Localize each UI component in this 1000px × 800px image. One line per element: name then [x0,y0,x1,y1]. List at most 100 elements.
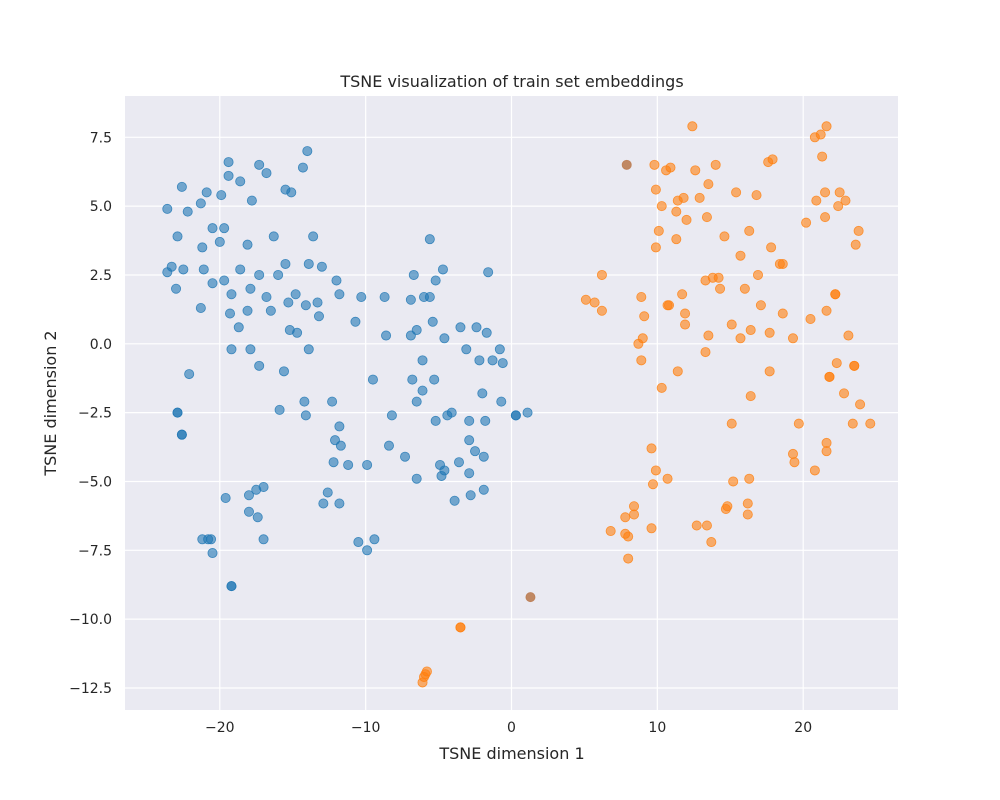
data-point-cluster-blue [171,283,182,294]
data-point-cluster-blue [322,487,333,498]
data-point-cluster-orange [824,371,835,382]
data-point-cluster-blue [424,234,435,245]
data-point-cluster-blue [184,369,195,380]
data-point-cluster-orange [589,297,600,308]
data-point-cluster-orange [774,258,785,269]
data-point-cluster-orange [751,190,762,201]
data-point-cluster-blue [258,534,269,545]
data-point-cluster-blue [162,203,173,214]
data-point-cluster-blue [226,289,237,300]
y-tick-label: −12.5 [69,681,112,697]
data-point-cluster-blue [461,344,472,355]
data-point-cluster-orange [694,192,705,203]
data-point-cluster-orange [649,159,660,170]
y-axis-label: TSNE dimension 2 [41,330,60,476]
data-point-cluster-blue [464,415,475,426]
data-point-cluster-orange [865,418,876,429]
data-point-cluster-blue [470,446,481,457]
data-point-cluster-orange [706,537,717,548]
data-point-cluster-blue [367,374,378,385]
data-point-cluster-blue [243,506,254,517]
data-point-cluster-orange [650,184,661,195]
data-point-cluster-orange [745,391,756,402]
data-point-cluster-blue [312,297,323,308]
data-point-cluster-blue [429,374,440,385]
data-point-cluster-blue [216,190,227,201]
data-point-cluster-orange [766,242,777,253]
data-point-cluster-orange [703,179,714,190]
data-point-cluster-orange [701,520,712,531]
data-point-cluster-orange [656,201,667,212]
data-point-cluster-orange [719,231,730,242]
data-point-cluster-orange [703,330,714,341]
data-point-cluster-blue [290,289,301,300]
data-point-cluster-blue [302,146,313,157]
data-point-cluster-blue [207,548,218,559]
data-point-cluster-blue [362,545,373,556]
data-point-cluster-orange [744,473,755,484]
data-point-cluster-blue [478,451,489,462]
data-point-cluster-blue [242,305,253,316]
data-point-cluster-orange [687,121,698,132]
data-point-cluster-orange [639,311,650,322]
data-point-cluster-blue [198,264,209,275]
data-point-cluster-orange [650,242,661,253]
y-tick-label: 5.0 [90,199,112,215]
data-point-cluster-blue [464,435,475,446]
data-point-cluster-orange [636,291,647,302]
data-point-cluster-blue [299,396,310,407]
data-point-cluster-orange [789,457,800,468]
data-point-cluster-orange [700,347,711,358]
data-point-cluster-blue [331,275,342,286]
data-point-cluster-blue [430,275,441,286]
data-point-cluster-orange [742,498,753,509]
data-point-cluster-blue [449,495,460,506]
data-point-cluster-orange [735,250,746,261]
data-point-cluster-orange [787,333,798,344]
data-point-cluster-blue [356,291,367,302]
data-point-cluster-blue [254,360,265,371]
data-point-cluster-blue [207,223,218,234]
data-point-cluster-blue [273,269,284,280]
data-point-cluster-blue [494,344,505,355]
data-point-cluster-orange [715,283,726,294]
data-point-cluster-orange [820,187,831,198]
x-tick-label: −20 [205,720,235,736]
data-point-cluster-blue [400,451,411,462]
data-point-cluster-blue [300,300,311,311]
data-point-cluster-blue [219,275,230,286]
data-point-cluster-blue [178,264,189,275]
data-point-cluster-blue [327,396,338,407]
data-point-cluster-orange [636,355,647,366]
data-point-cluster-blue [334,498,345,509]
data-point-cluster-blue [286,187,297,198]
data-point-cluster-blue [477,388,488,399]
x-tick-label: 20 [794,720,812,736]
data-point-cluster-orange [840,195,851,206]
data-point-cluster-blue [411,473,422,484]
y-tick-label: −5.0 [78,474,112,490]
data-point-cluster-blue [522,407,533,418]
x-tick-label: 0 [507,720,516,736]
data-point-cluster-orange [665,162,676,173]
data-point-cluster-orange [839,388,850,399]
data-point-cluster-orange [787,448,798,459]
data-point-cluster-orange [821,305,832,316]
data-point-cluster-blue [274,404,285,415]
data-point-cluster-blue [343,459,354,470]
x-axis-label: TSNE dimension 1 [438,744,584,763]
data-point-cluster-orange [834,187,845,198]
data-point-cluster-orange [680,319,691,330]
data-point-cluster-blue [471,322,482,333]
data-point-cluster-orange [793,418,804,429]
data-point-cluster-blue [510,410,521,421]
data-point-cluster-blue [446,407,457,418]
data-point-cluster-orange [690,165,701,176]
data-point-cluster-blue [478,484,489,495]
data-point-cluster-blue [303,258,314,269]
data-point-cluster-blue [214,236,225,247]
data-point-cluster-orange [653,225,664,236]
data-point-cluster-blue [162,267,173,278]
x-tick-labels: −20 −10 0 10 20 [205,720,812,736]
